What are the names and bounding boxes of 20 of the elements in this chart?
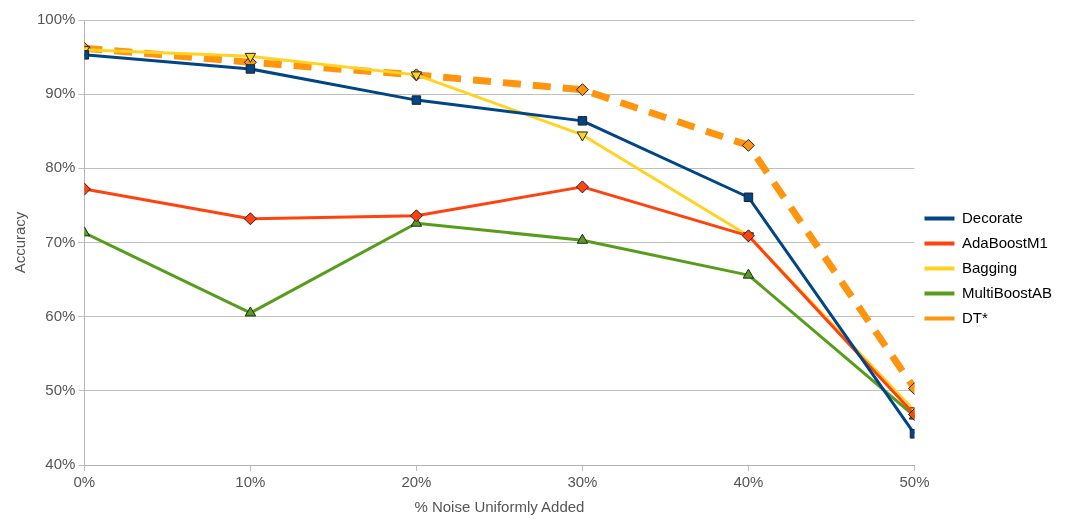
y-tick-label: 50% [45, 380, 76, 398]
legend-label: MultiBoostAB [961, 283, 1053, 301]
x-tick-label: 50% [899, 473, 930, 491]
y-tick-label: 100% [36, 10, 76, 28]
legend-label: Decorate [961, 208, 1023, 226]
y-tick-label: 60% [45, 306, 76, 324]
y-tick-label: 90% [45, 84, 76, 102]
x-tick-label: 20% [401, 473, 432, 491]
x-tick-label: 0% [73, 473, 96, 491]
y-tick-label: 80% [45, 158, 76, 176]
x-axis-title: % Noise Uniformly Added [414, 498, 585, 516]
x-tick-label: 30% [567, 473, 598, 491]
y-tick-label: 70% [45, 232, 76, 250]
y-tick-label: 40% [45, 455, 76, 473]
legend-label: Bagging [961, 258, 1018, 276]
y-axis-title: Accuracy [11, 211, 29, 274]
x-tick-label: 10% [235, 473, 266, 491]
legend-label: DT* [961, 308, 988, 326]
legend-label: AdaBoostM1 [961, 233, 1048, 251]
x-tick-label: 40% [733, 473, 764, 491]
